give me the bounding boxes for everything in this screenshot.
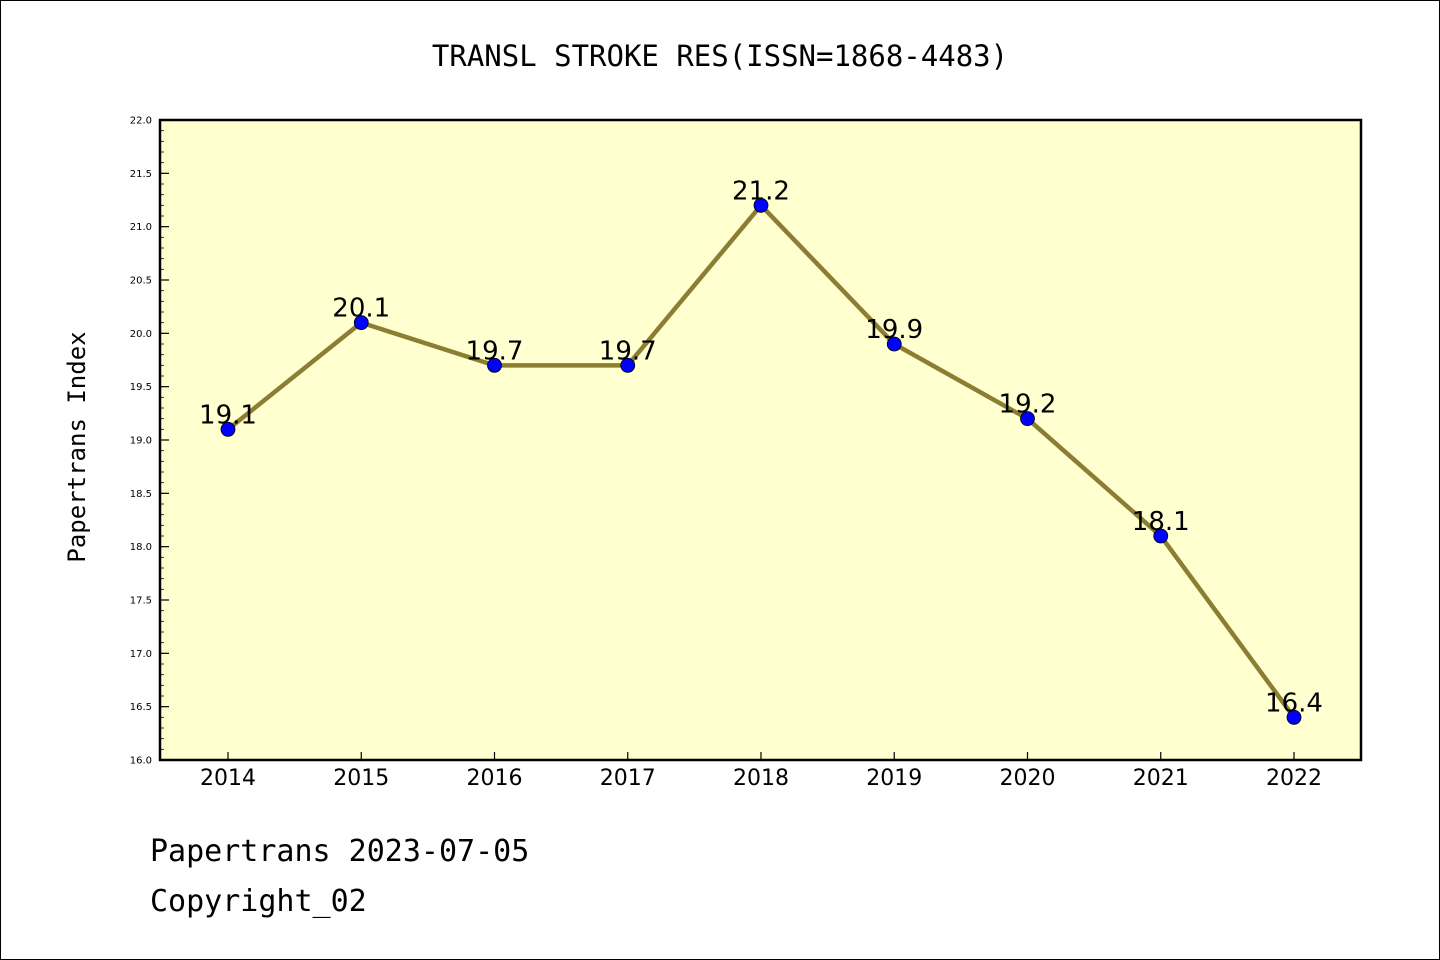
series: 19.1 20.1 19.7 19.7 21.2 19.9 19.2 18.1 16.4 — [199, 176, 1323, 725]
x-tick-label: 2022 — [1266, 766, 1322, 791]
data-point — [886, 336, 902, 352]
data-label: 21.2 — [732, 176, 790, 206]
data-label: 19.9 — [865, 315, 923, 345]
footer-date-text: Papertrans 2023-07-05 — [150, 834, 530, 869]
chart-title: TRANSL STROKE RES(ISSN=1868-4483) — [432, 39, 1008, 73]
y-tick-label: 18.5 — [130, 489, 152, 500]
x-tick-label: 2014 — [200, 766, 256, 791]
data-label: 16.4 — [1265, 688, 1323, 718]
x-tick-label: 2018 — [733, 766, 789, 791]
y-axis: 16.0 16.5 17.0 17.5 18.0 18.5 19.0 19.5 20.0 20.5… — [130, 116, 169, 767]
data-label: 19.1 — [199, 400, 257, 430]
data-point — [1286, 709, 1302, 725]
y-tick-label: 19.5 — [130, 382, 152, 393]
y-tick-label: 21.5 — [130, 169, 152, 180]
plot-area — [158, 118, 1363, 762]
y-tick-label: 20.5 — [130, 276, 152, 287]
data-label: 19.7 — [599, 336, 657, 366]
data-point — [1020, 411, 1035, 427]
y-tick-label: 22.0 — [130, 116, 152, 127]
y-tick-label: 17.5 — [130, 596, 152, 607]
y-tick-label: 16.5 — [130, 702, 152, 713]
data-point — [220, 421, 236, 437]
y-tick-label: 18.0 — [130, 542, 152, 553]
data-label: 20.1 — [332, 294, 390, 324]
data-label: 19.2 — [999, 390, 1057, 420]
data-label: 18.1 — [1132, 507, 1190, 537]
y-tick-label: 16.0 — [130, 756, 152, 767]
data-point — [753, 197, 769, 213]
x-tick-label: 2019 — [866, 766, 922, 791]
x-tick-label: 2020 — [1000, 766, 1056, 791]
data-point — [487, 357, 502, 373]
x-tick-label: 2017 — [600, 766, 656, 791]
y-tick-label: 19.0 — [130, 436, 152, 447]
y-axis-label: Papertrans Index — [63, 331, 91, 562]
data-point — [620, 357, 636, 373]
x-tick-label: 2015 — [333, 766, 389, 791]
data-point — [353, 315, 369, 331]
y-tick-label: 17.0 — [130, 649, 152, 660]
x-axis: 2014 2015 2016 2017 2018 2019 2020 2021 2022 — [200, 752, 1322, 791]
x-tick-label: 2016 — [467, 766, 523, 791]
x-tick-label: 2021 — [1133, 766, 1189, 791]
footer-copyright-text: Copyright_02 — [150, 884, 367, 919]
y-tick-label: 20.0 — [130, 329, 152, 340]
data-point — [1153, 528, 1169, 544]
data-label: 19.7 — [466, 336, 524, 366]
y-tick-label: 21.0 — [130, 222, 152, 233]
